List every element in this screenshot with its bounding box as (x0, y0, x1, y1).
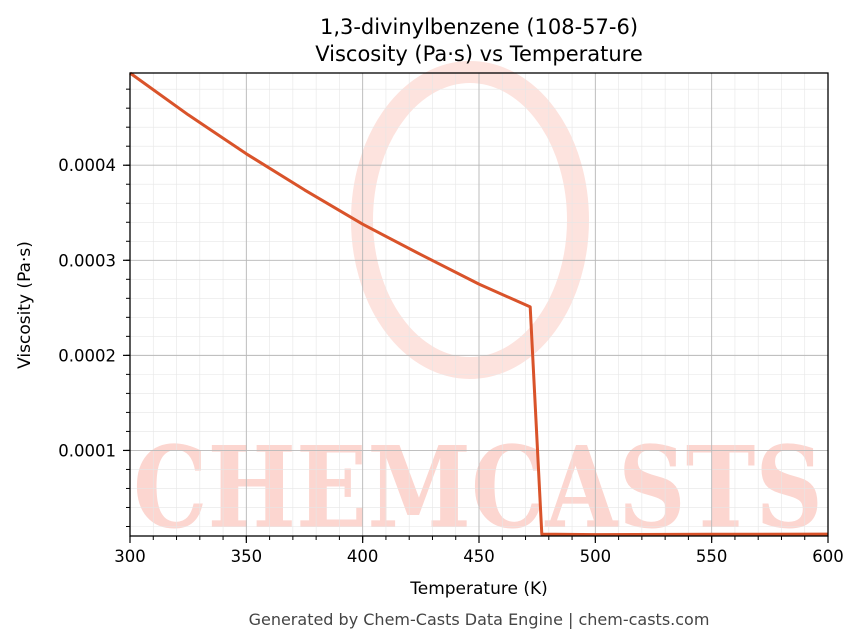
axis-ticks: 300 350 400 450 500 550 600 0.0001 0.0002 0.0003 0… (58, 88, 844, 566)
x-tick-label: 500 (580, 547, 612, 566)
series-line (129, 71, 829, 537)
x-tick-label: 350 (231, 547, 263, 566)
x-tick-label: 550 (696, 547, 728, 566)
x-axis-label: Temperature (K) (409, 579, 548, 599)
x-tick-label: 300 (114, 547, 146, 566)
x-tick-label: 450 (463, 547, 495, 566)
y-axis-label: Viscosity (Pa·s) (15, 241, 35, 369)
y-tick-label: 0.0001 (58, 441, 116, 460)
x-tick-label: 400 (347, 547, 379, 566)
y-tick-label: 0.0004 (58, 156, 116, 175)
chart-subtitle: Viscosity (Pa·s) vs Temperature (315, 42, 643, 66)
plot-frame (129, 72, 829, 537)
y-tick-label: 0.0003 (58, 251, 116, 270)
series-layer (129, 71, 829, 537)
chart-title: 1,3-divinylbenzene (108-57-6) (320, 15, 638, 39)
y-tick-label: 0.0002 (58, 346, 116, 365)
footer-credit: Generated by Chem-Casts Data Engine | ch… (249, 610, 710, 629)
x-tick-label: 600 (812, 547, 844, 566)
